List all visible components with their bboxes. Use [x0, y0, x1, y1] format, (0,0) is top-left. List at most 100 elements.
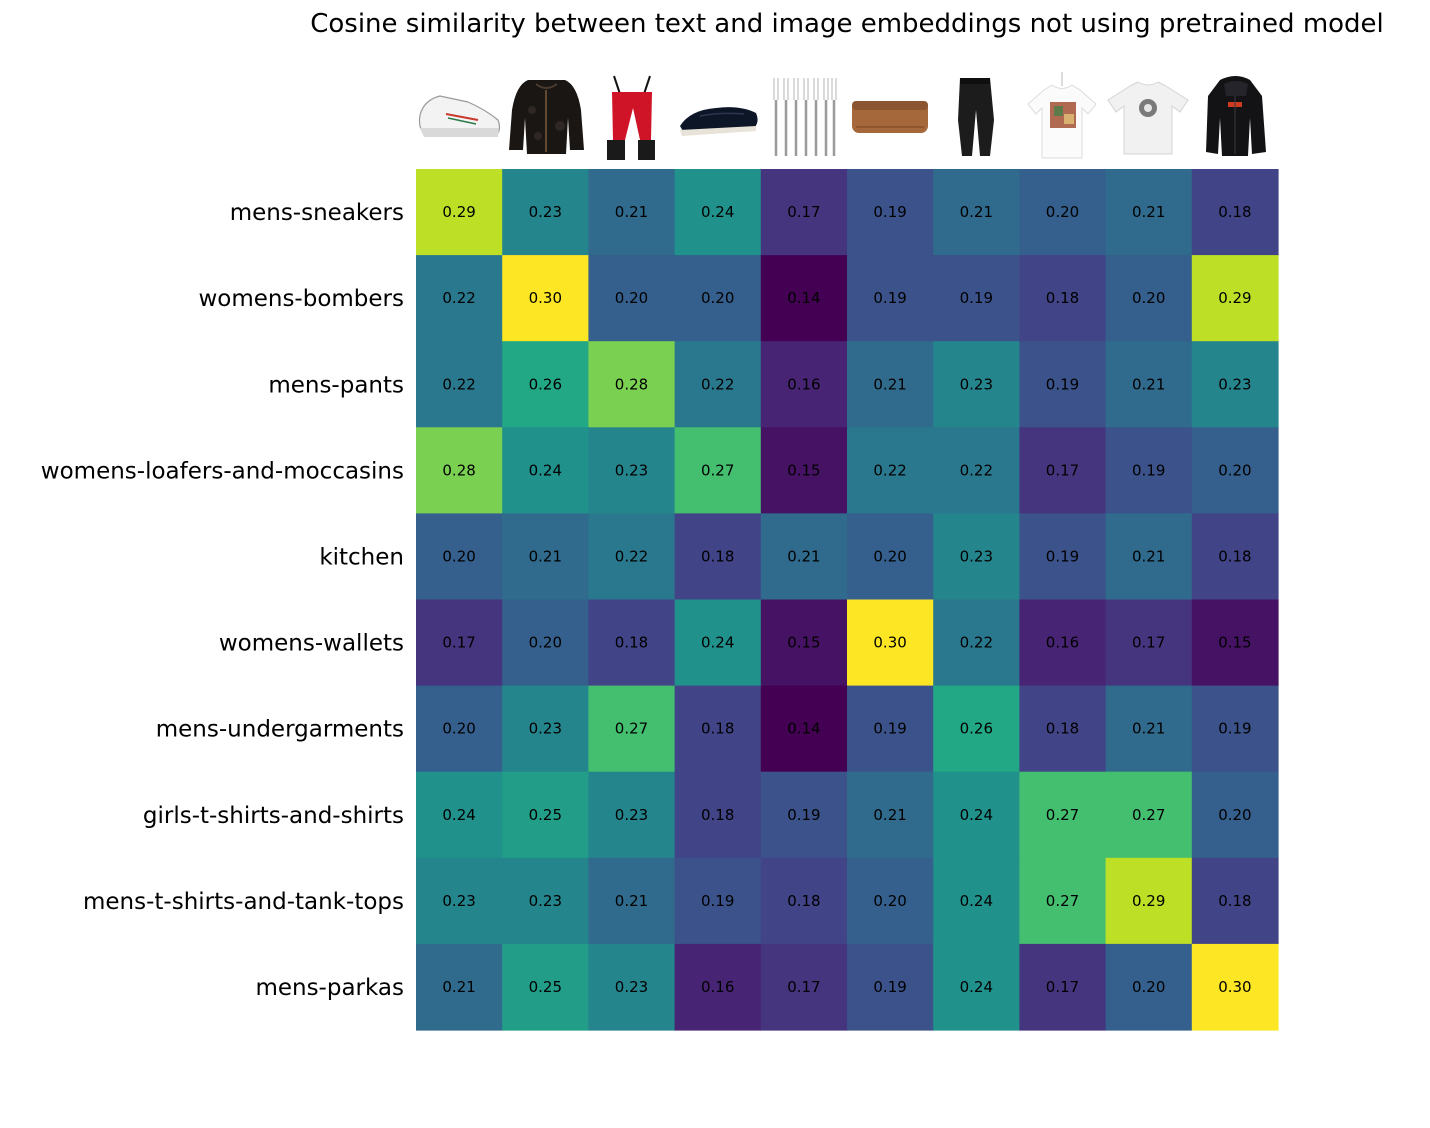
cell-value-label: 0.24 — [529, 461, 562, 479]
cell-value-label: 0.24 — [960, 892, 993, 910]
cell-value-label: 0.19 — [787, 806, 820, 824]
heatmap-cell — [416, 685, 503, 773]
cell-value-label: 0.22 — [873, 461, 906, 479]
cell-value-label: 0.19 — [873, 978, 906, 996]
heatmap-cell — [1191, 771, 1279, 859]
heatmap-cells — [416, 169, 1279, 1031]
cell-value-label: 0.24 — [701, 634, 734, 652]
heatmap-cell — [416, 943, 503, 1031]
row-label: womens-loafers-and-moccasins — [41, 458, 404, 484]
leggings-image — [958, 78, 994, 156]
heatmap-cell — [502, 943, 589, 1031]
cell-value-label: 0.18 — [1046, 720, 1079, 738]
heatmap-cell — [760, 427, 848, 514]
cell-value-label: 0.27 — [615, 720, 648, 738]
heatmap-cell — [502, 513, 589, 601]
row-label: mens-t-shirts-and-tank-tops — [83, 889, 404, 915]
cell-value-label: 0.28 — [615, 375, 648, 393]
cell-value-label: 0.23 — [960, 547, 993, 565]
cell-value-label: 0.27 — [701, 461, 734, 479]
heatmap-cell — [502, 857, 589, 945]
cell-value-label: 0.21 — [529, 547, 562, 565]
heatmap-cell — [1191, 513, 1279, 601]
cell-value-label: 0.16 — [787, 375, 820, 393]
heatmap-cell — [1105, 857, 1193, 945]
cell-value-label: 0.29 — [1218, 289, 1251, 307]
cell-value-label: 0.30 — [1218, 978, 1251, 996]
cell-value-label: 0.23 — [529, 892, 562, 910]
cell-value-label: 0.21 — [960, 203, 993, 221]
cell-value-label: 0.18 — [701, 720, 734, 738]
heatmap-cell — [588, 169, 676, 256]
cell-value-label: 0.23 — [529, 720, 562, 738]
heatmap-cell — [1105, 169, 1193, 256]
heatmap-cell — [933, 169, 1020, 256]
heatmap-cell — [933, 427, 1020, 514]
row-label: girls-t-shirts-and-shirts — [143, 803, 404, 829]
heatmap-cell — [674, 857, 762, 945]
heatmap-cell — [1191, 341, 1279, 428]
heatmap-cell — [588, 943, 676, 1031]
heatmap-cell — [674, 513, 762, 601]
cell-value-label: 0.21 — [873, 375, 906, 393]
cell-value-label: 0.27 — [1046, 806, 1079, 824]
heatmap-cell — [1019, 169, 1107, 256]
heatmap-cell — [1019, 513, 1107, 601]
heatmap-cell — [933, 513, 1020, 601]
heatmap-cell — [933, 943, 1020, 1031]
cell-value-label: 0.23 — [442, 892, 475, 910]
heatmap-cell — [1191, 857, 1279, 945]
parka-image — [1206, 76, 1266, 156]
row-label: mens-sneakers — [230, 200, 404, 226]
heatmap-cell — [416, 857, 503, 945]
row-label: womens-bombers — [198, 286, 404, 312]
cell-value-label: 0.17 — [1132, 634, 1165, 652]
heatmap-cell — [760, 943, 848, 1031]
heatmap-cell — [1105, 943, 1193, 1031]
cell-value-label: 0.20 — [442, 720, 475, 738]
heatmap-cell — [502, 427, 589, 514]
heatmap-cell — [674, 427, 762, 514]
row-labels: mens-sneakers womens-bombers mens-pants wom… — [41, 200, 404, 1001]
cell-value-label: 0.21 — [615, 203, 648, 221]
cell-value-label: 0.18 — [701, 547, 734, 565]
cell-value-label: 0.20 — [529, 634, 562, 652]
heatmap-cell — [1105, 341, 1193, 428]
heatmap-cell — [1191, 427, 1279, 514]
heatmap-cell — [1019, 771, 1107, 859]
cell-value-label: 0.22 — [615, 547, 648, 565]
cell-value-label: 0.21 — [1132, 547, 1165, 565]
cell-value-label: 0.25 — [529, 978, 562, 996]
heatmap-cell — [760, 685, 848, 773]
cell-value-label: 0.17 — [1046, 978, 1079, 996]
heatmap-cell — [588, 341, 676, 428]
heatmap-cell — [416, 255, 503, 342]
heatmap-cell — [1019, 599, 1107, 687]
cell-value-label: 0.15 — [787, 634, 820, 652]
row-label: kitchen — [319, 544, 404, 570]
heatmap-cell — [933, 255, 1020, 342]
heatmap-cell — [588, 857, 676, 945]
cell-value-label: 0.18 — [1218, 203, 1251, 221]
column-image-strip — [418, 72, 1266, 160]
forks-image — [773, 78, 837, 156]
cell-value-label: 0.19 — [701, 892, 734, 910]
cell-value-label: 0.23 — [615, 978, 648, 996]
cell-value-label: 0.19 — [960, 289, 993, 307]
cell-value-label: 0.22 — [960, 461, 993, 479]
cell-value-label: 0.29 — [1132, 892, 1165, 910]
heatmap-cell — [674, 255, 762, 342]
heatmap-cell — [588, 255, 676, 342]
printed-girls-t-shirt-image — [1027, 72, 1097, 159]
cell-value-label: 0.17 — [1046, 461, 1079, 479]
heatmap-cell — [1019, 427, 1107, 514]
loafer-image — [680, 107, 758, 136]
heatmap-cell — [416, 169, 503, 256]
heatmap-cell — [847, 427, 934, 514]
wallet-image — [852, 101, 928, 133]
cell-value-labels: 0.29 0.23 0.21 0.24 0.17 0.19 0.21 0.20 0.21 0.18… — [442, 203, 1251, 996]
heatmap-cell — [760, 341, 848, 428]
heatmap-cell — [502, 599, 589, 687]
heatmap-cell — [847, 771, 934, 859]
cell-value-label: 0.18 — [787, 892, 820, 910]
